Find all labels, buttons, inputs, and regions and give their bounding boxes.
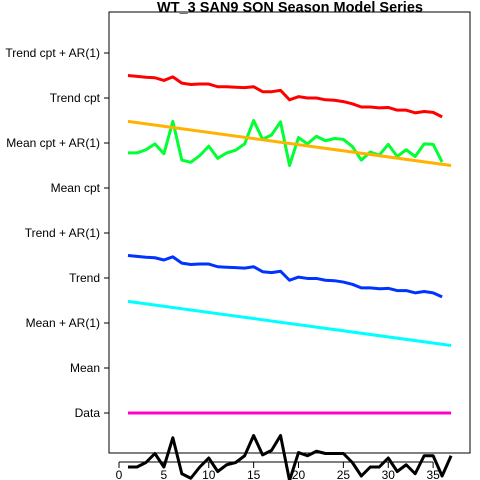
x-tick-label-10: 10: [202, 468, 216, 480]
series-line-trend: [127, 299, 452, 347]
y-tick-label-data: Data: [75, 406, 101, 420]
x-tick-label-5: 5: [161, 468, 168, 480]
x-tick-label-30: 30: [382, 468, 396, 480]
y-tick-label-trend-ar-1: Trend + AR(1): [25, 226, 100, 240]
y-tick-label-mean-ar-1: Mean + AR(1): [26, 316, 100, 330]
series-line-trend-cpt: [127, 119, 452, 167]
series-line-trend-ar-1: [127, 254, 443, 299]
x-tick-label-25: 25: [337, 468, 351, 480]
y-tick-label-trend-cpt: Trend cpt: [50, 91, 101, 105]
series-layer: [127, 74, 453, 480]
y-axis: Data Mean Mean + AR(1) Trend Trend + AR(1) Me…: [5, 46, 109, 420]
y-tick-label-trend: Trend: [69, 271, 100, 285]
chart-title: WT_3 SAN9 SON Season Model Series: [157, 0, 423, 16]
y-tick-label-mean-cpt: Mean cpt: [51, 181, 101, 195]
y-tick-label-mean: Mean: [70, 361, 100, 375]
x-tick-label-15: 15: [247, 468, 261, 480]
y-tick-label-mean-cpt-ar-1: Mean cpt + AR(1): [6, 136, 100, 150]
x-axis: 0 5 10 15 20 25 30 35: [116, 461, 440, 480]
series-line-trend-cpt-ar-1: [127, 74, 443, 119]
x-tick-label-0: 0: [116, 468, 123, 480]
series-line-data: [127, 434, 453, 480]
y-tick-label-trend-cpt-ar-1: Trend cpt + AR(1): [5, 46, 100, 60]
x-tick-label-20: 20: [292, 468, 306, 480]
x-tick-label-35: 35: [426, 468, 440, 480]
